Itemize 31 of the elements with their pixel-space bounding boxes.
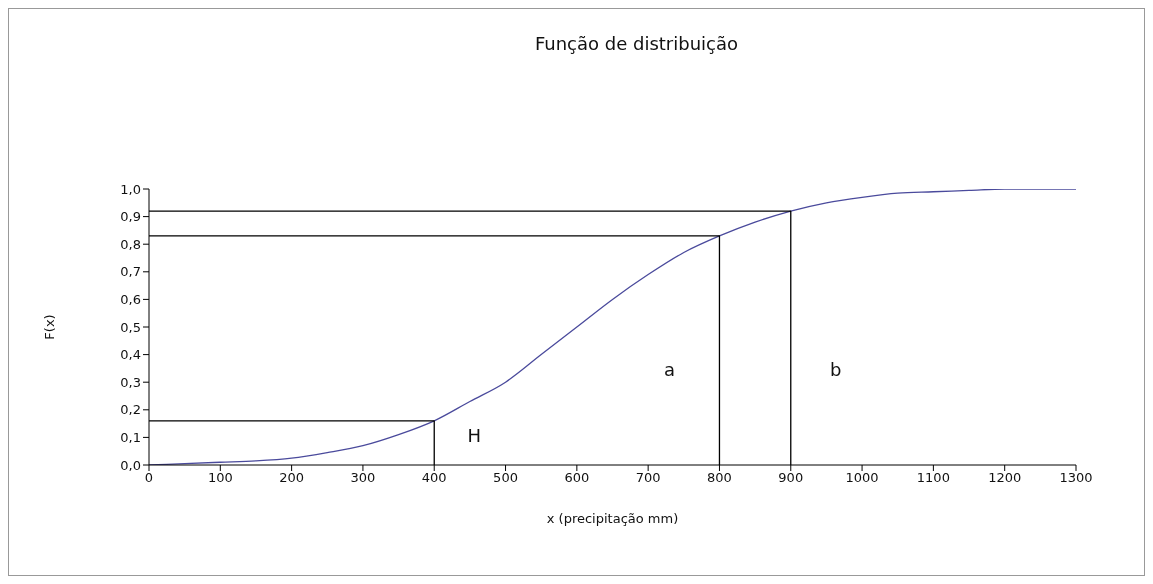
annotation: b <box>830 359 842 381</box>
x-tick-label: 500 <box>493 470 518 486</box>
x-tick-label: 600 <box>564 470 590 486</box>
x-tick-label: 300 <box>350 470 376 486</box>
x-tick-label: 900 <box>778 470 804 486</box>
y-tick-label: 0,5 <box>120 319 141 335</box>
y-axis-title: F(x) <box>41 314 57 340</box>
annotation: a <box>663 359 675 381</box>
y-tick-label: 0,1 <box>120 430 141 446</box>
y-tick-label: 0,7 <box>120 264 141 280</box>
x-tick-label: 1000 <box>845 470 879 486</box>
y-tick-label: 0,6 <box>120 292 141 308</box>
x-tick-label: 1200 <box>988 470 1022 486</box>
x-tick-label: 0 <box>144 470 154 486</box>
y-tick-label: 1,0 <box>120 181 141 197</box>
x-tick-label: 100 <box>207 470 233 486</box>
x-axis-title: x (precipitação mm) <box>546 511 679 526</box>
y-tick-label: 0,2 <box>120 402 141 418</box>
y-tick-label: 0,9 <box>120 209 141 225</box>
x-tick-label: 200 <box>279 470 305 486</box>
x-tick-label: 700 <box>635 470 661 486</box>
x-tick-label: 400 <box>421 470 447 486</box>
chart-title: Função de distribuição <box>533 33 740 54</box>
y-tick-label: 0,8 <box>120 236 141 252</box>
y-tick-label: 0,4 <box>120 347 141 363</box>
annotation: H <box>467 425 481 447</box>
x-tick-label: 800 <box>707 470 732 486</box>
x-tick-label: 1100 <box>916 470 950 486</box>
x-tick-label: 1300 <box>1059 470 1093 486</box>
y-tick-label: 0,3 <box>120 374 141 390</box>
y-tick-label: 0,0 <box>120 457 141 473</box>
